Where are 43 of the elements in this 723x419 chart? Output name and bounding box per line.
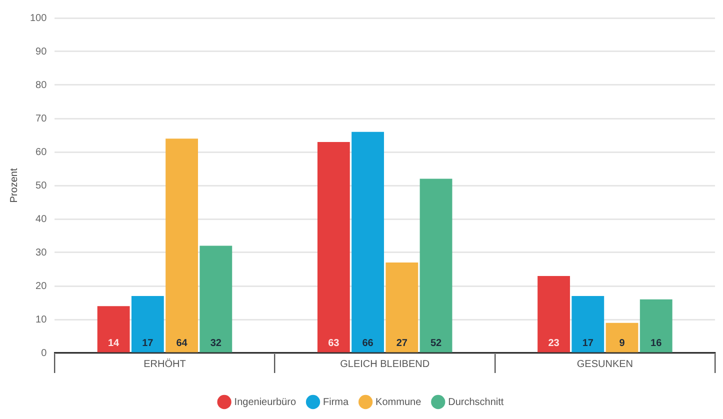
y-tick-label: 80 [36, 80, 48, 91]
data-label: 23 [548, 338, 560, 349]
data-label: 9 [619, 338, 626, 349]
y-tick-label: 60 [36, 146, 48, 158]
legend-label: Kommune [376, 396, 422, 408]
data-label: 52 [430, 338, 442, 349]
data-label: 63 [328, 338, 340, 349]
x-tick-label: ERHÖHT [144, 358, 186, 370]
bar [317, 142, 350, 352]
y-tick-label: 40 [36, 214, 48, 225]
y-tick-label: 0 [41, 348, 48, 359]
bar [538, 276, 570, 352]
legend-label: Durchschnitt [448, 396, 504, 408]
bar [386, 262, 418, 352]
bar [166, 138, 198, 352]
data-label: 14 [108, 338, 120, 349]
bar [131, 296, 164, 352]
data-label: 27 [396, 338, 408, 349]
data-label: 66 [362, 338, 374, 349]
y-tick-label: 30 [36, 247, 48, 258]
x-tick-label: GESUNKEN [576, 358, 634, 370]
bar [97, 306, 130, 352]
y-tick-label: 100 [30, 12, 48, 24]
data-label: 64 [176, 338, 188, 349]
bar [640, 299, 672, 352]
data-label: 32 [210, 338, 222, 349]
bar [200, 246, 232, 352]
y-tick-label: 50 [36, 180, 48, 192]
y-tick-label: 20 [36, 280, 48, 292]
x-tick-label: GLEICH BLEIBEND [340, 358, 430, 370]
data-label: 17 [582, 338, 594, 349]
y-tick-label: 90 [36, 46, 48, 58]
legend-label: Firma [323, 396, 349, 408]
bar [572, 296, 604, 352]
y-tick-label: 10 [36, 314, 48, 326]
legend-label: Ingenieurbüro [234, 396, 296, 408]
bar [606, 322, 638, 352]
y-axis-title: Prozent [8, 168, 20, 203]
bar [420, 178, 452, 352]
bar [352, 132, 384, 352]
data-label: 17 [142, 338, 154, 349]
y-tick-label: 70 [36, 113, 48, 124]
data-label: 16 [650, 338, 662, 349]
